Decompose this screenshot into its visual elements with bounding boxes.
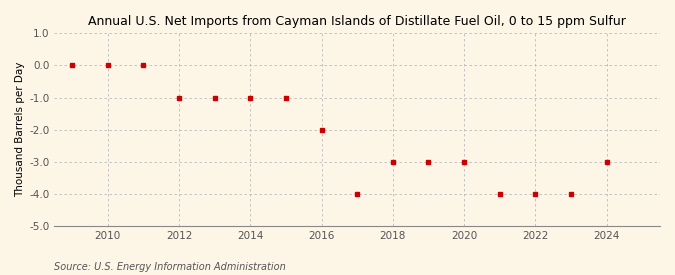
Text: Source: U.S. Energy Information Administration: Source: U.S. Energy Information Administ… [54,262,286,272]
Y-axis label: Thousand Barrels per Day: Thousand Barrels per Day [15,62,25,197]
Title: Annual U.S. Net Imports from Cayman Islands of Distillate Fuel Oil, 0 to 15 ppm : Annual U.S. Net Imports from Cayman Isla… [88,15,626,28]
